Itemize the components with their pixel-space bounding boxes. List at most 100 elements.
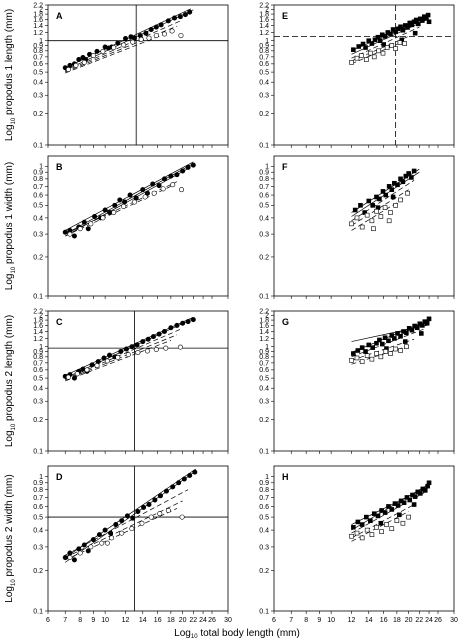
- data-point: [90, 537, 96, 543]
- x-tick-label: 9: [317, 617, 321, 624]
- data-point: [181, 476, 187, 482]
- y-tick-label: 0.6: [259, 504, 269, 511]
- data-point: [85, 548, 91, 554]
- data-point: [117, 197, 123, 203]
- data-point: [405, 190, 410, 196]
- regression-line: [65, 31, 171, 74]
- data-point: [104, 540, 110, 546]
- y-tick-label: 0.4: [33, 215, 43, 222]
- data-point: [179, 187, 185, 193]
- data-point: [187, 9, 193, 15]
- plot-frame: [273, 155, 455, 297]
- y-tick-label: 0.5: [33, 203, 43, 210]
- y-tick-label: 0.9: [259, 349, 269, 356]
- y-tick-label: 2.2: [259, 2, 269, 9]
- y-tick-label: 1.4: [259, 329, 269, 336]
- panel-d: 0.10.20.30.40.50.60.70.80.916 7 8 9 10 12 14 16…: [4, 465, 232, 624]
- data-point: [76, 546, 82, 552]
- y-tick-label: 1: [265, 164, 269, 171]
- data-point: [383, 192, 389, 198]
- regression-line: [351, 492, 425, 534]
- y-tick-label: 2.2: [33, 2, 43, 9]
- y-tick-label: 1.6: [259, 17, 269, 24]
- y-axis-title-sub: 10: [11, 579, 17, 586]
- data-point: [124, 513, 130, 519]
- data-point: [388, 351, 393, 356]
- x-tick-label: 9: [91, 617, 95, 624]
- data-point: [425, 12, 431, 18]
- y-tick-label: 0.1: [259, 293, 269, 300]
- data-point: [355, 519, 361, 525]
- data-point: [160, 186, 166, 192]
- data-point: [379, 341, 385, 347]
- data-point: [426, 316, 432, 322]
- y-tick-label: 0.9: [259, 480, 269, 487]
- data-point: [152, 497, 158, 503]
- x-axis-title-post: total body length (mm): [197, 628, 300, 639]
- y-tick-label: 0.4: [33, 528, 43, 535]
- data-point: [81, 59, 87, 65]
- data-point: [351, 351, 356, 356]
- y-tick-label: 0.5: [33, 70, 43, 77]
- data-point: [174, 322, 180, 328]
- y-tick-label: 1.6: [33, 323, 43, 330]
- data-point: [409, 327, 415, 333]
- data-point: [366, 198, 372, 204]
- y-tick-label: 0.2: [259, 568, 269, 575]
- y-tick-label: 0.1: [33, 608, 43, 615]
- data-point: [158, 22, 164, 28]
- plot-frame: [47, 155, 229, 297]
- data-point: [190, 162, 196, 168]
- regression-line: [65, 340, 171, 382]
- y-tick-label: 1.6: [259, 323, 269, 330]
- data-point: [134, 342, 140, 348]
- data-point: [135, 350, 141, 356]
- data-point: [123, 36, 129, 42]
- data-point: [374, 524, 379, 530]
- data-point: [104, 358, 110, 364]
- y-tick-label: 0.9: [33, 480, 43, 487]
- data-point: [107, 352, 113, 358]
- data-point: [129, 526, 135, 532]
- x-tick-label: 7: [289, 617, 293, 624]
- data-point: [400, 520, 406, 526]
- panel-label: F: [282, 162, 288, 172]
- data-point: [379, 529, 384, 534]
- y-tick-label: 1: [265, 344, 269, 351]
- y-tick-label: 0.7: [259, 184, 269, 191]
- data-point: [151, 190, 157, 196]
- y-tick-label: 0.6: [33, 61, 43, 68]
- y-tick-label: 0.6: [33, 367, 43, 374]
- x-tick-label: 14: [365, 617, 373, 624]
- y-tick-label: 0.6: [259, 367, 269, 374]
- regression-line: [65, 500, 183, 558]
- data-point: [364, 212, 370, 218]
- data-point: [388, 210, 393, 215]
- y-tick-label: 0.2: [259, 111, 269, 118]
- data-point: [383, 349, 389, 354]
- data-point: [81, 542, 87, 548]
- y-tick-label: 1.2: [259, 336, 269, 343]
- data-point: [156, 183, 162, 189]
- x-tick-label: 12: [348, 617, 356, 624]
- x-tick-label: 20: [405, 617, 413, 624]
- data-point: [71, 233, 77, 239]
- data-point: [115, 354, 121, 360]
- panel-label: H: [282, 472, 289, 482]
- data-point: [163, 345, 169, 351]
- data-point: [374, 351, 379, 356]
- data-point: [190, 317, 196, 323]
- data-point: [102, 207, 108, 213]
- y-tick-label: 0.2: [259, 417, 269, 424]
- data-point: [381, 42, 386, 47]
- y-axis-title-pre: Log: [4, 124, 15, 141]
- data-point: [382, 205, 388, 210]
- data-point: [96, 532, 102, 538]
- data-point: [156, 331, 162, 337]
- data-point: [176, 480, 182, 486]
- data-point: [404, 495, 410, 500]
- data-point: [426, 19, 432, 25]
- y-tick-label: 0.7: [33, 54, 43, 61]
- y-tick-label: 0.6: [33, 504, 43, 511]
- data-point: [161, 31, 167, 37]
